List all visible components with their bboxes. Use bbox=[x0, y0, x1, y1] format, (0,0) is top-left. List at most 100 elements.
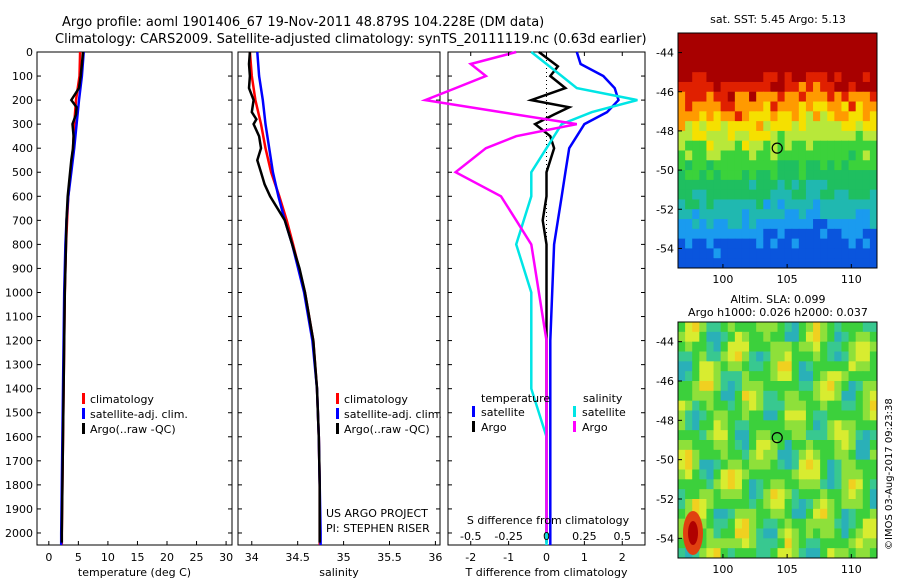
map-cell bbox=[713, 410, 722, 421]
map-cell bbox=[706, 219, 715, 230]
map-cell bbox=[699, 479, 707, 490]
map-cell bbox=[777, 410, 786, 421]
map-cell bbox=[791, 341, 800, 352]
map-cell bbox=[763, 410, 771, 421]
map-cell bbox=[834, 170, 842, 181]
map-lon-label: 110 bbox=[841, 273, 862, 286]
map-cell bbox=[855, 440, 864, 451]
map-cell bbox=[805, 111, 814, 122]
map-cell bbox=[869, 499, 878, 510]
map-cell bbox=[727, 72, 736, 83]
map-cell bbox=[770, 209, 778, 220]
map-cell bbox=[841, 160, 850, 171]
map-cell bbox=[855, 160, 864, 171]
map-cell bbox=[827, 459, 835, 470]
map-cell bbox=[685, 351, 693, 362]
map-cell bbox=[813, 400, 821, 411]
map-cell bbox=[692, 91, 700, 103]
legend-swatch bbox=[82, 393, 85, 404]
map-cell bbox=[841, 351, 850, 362]
map-cell bbox=[855, 101, 864, 112]
map-cell bbox=[678, 121, 686, 132]
map-cell bbox=[869, 140, 878, 151]
map-cell bbox=[777, 371, 786, 382]
map-cell bbox=[827, 170, 835, 181]
map-cell bbox=[706, 121, 715, 132]
map-cell bbox=[805, 248, 814, 259]
map-cell bbox=[734, 371, 743, 382]
map-cell bbox=[848, 140, 857, 151]
map-cell bbox=[763, 179, 771, 191]
map-cell bbox=[784, 449, 793, 461]
map-cell bbox=[834, 420, 842, 431]
map-cell bbox=[741, 469, 750, 480]
y-tick-label: 100 bbox=[12, 70, 33, 83]
map-cell bbox=[734, 518, 743, 529]
map-cell bbox=[763, 440, 771, 451]
map-cell bbox=[756, 101, 764, 112]
map-cell bbox=[791, 528, 800, 539]
map-frame bbox=[677, 321, 878, 559]
map-cell bbox=[727, 449, 736, 461]
map-cell bbox=[678, 52, 686, 63]
map-cell bbox=[841, 258, 850, 269]
map-cell bbox=[827, 160, 835, 171]
map-cell bbox=[706, 62, 715, 73]
map-cell bbox=[741, 341, 750, 352]
map-cell bbox=[820, 489, 828, 500]
map-cell bbox=[763, 121, 771, 132]
map-cell bbox=[749, 199, 757, 210]
series-line bbox=[420, 50, 578, 533]
map-cell bbox=[869, 258, 878, 269]
legend-label: Argo bbox=[582, 421, 608, 434]
map-cell bbox=[770, 42, 778, 54]
map-cell bbox=[784, 528, 793, 539]
map-cell bbox=[848, 341, 857, 352]
map-cell bbox=[805, 199, 814, 210]
map-cell bbox=[685, 189, 693, 200]
map-cell bbox=[692, 410, 700, 421]
map-cell bbox=[827, 91, 835, 103]
map-cell bbox=[798, 170, 807, 181]
map-cell bbox=[678, 322, 686, 333]
map-cell bbox=[706, 322, 715, 333]
map-cell bbox=[763, 219, 771, 230]
map-cell bbox=[827, 538, 835, 549]
map-cell bbox=[756, 400, 764, 411]
map-cell bbox=[834, 449, 842, 461]
map-cell bbox=[770, 81, 778, 93]
map-cell bbox=[784, 381, 793, 392]
map-cell bbox=[862, 81, 871, 93]
map-cell bbox=[727, 371, 736, 382]
map-cell bbox=[678, 440, 686, 451]
map-cell bbox=[678, 479, 686, 490]
map-cell bbox=[706, 528, 715, 539]
map-cell bbox=[699, 548, 707, 559]
map-cell bbox=[848, 130, 857, 142]
map-cell bbox=[763, 331, 771, 343]
map-cell bbox=[834, 351, 842, 362]
map-cell bbox=[827, 430, 835, 441]
map-cell bbox=[784, 440, 793, 451]
map-cell bbox=[727, 219, 736, 230]
map-cell bbox=[678, 199, 686, 210]
map-cell bbox=[848, 209, 857, 220]
map-cell bbox=[805, 400, 814, 411]
map-cell bbox=[749, 121, 757, 132]
map-cell bbox=[727, 33, 736, 44]
map-cell bbox=[763, 548, 771, 559]
sla-map: -44 -46 -48 -50 -52 -54 100 105 110 bbox=[656, 321, 878, 576]
map-cell bbox=[869, 469, 878, 480]
map-cell bbox=[727, 160, 736, 171]
map-cell bbox=[770, 361, 778, 372]
map-cell bbox=[685, 228, 693, 240]
map-cell bbox=[685, 499, 693, 510]
map-cell bbox=[791, 121, 800, 132]
map-cell bbox=[763, 130, 771, 142]
map-cell bbox=[741, 209, 750, 220]
map-cell bbox=[692, 140, 700, 151]
map-cell bbox=[834, 72, 842, 83]
map-cell bbox=[678, 160, 686, 171]
map-cell bbox=[848, 121, 857, 132]
map-cell bbox=[813, 440, 821, 451]
